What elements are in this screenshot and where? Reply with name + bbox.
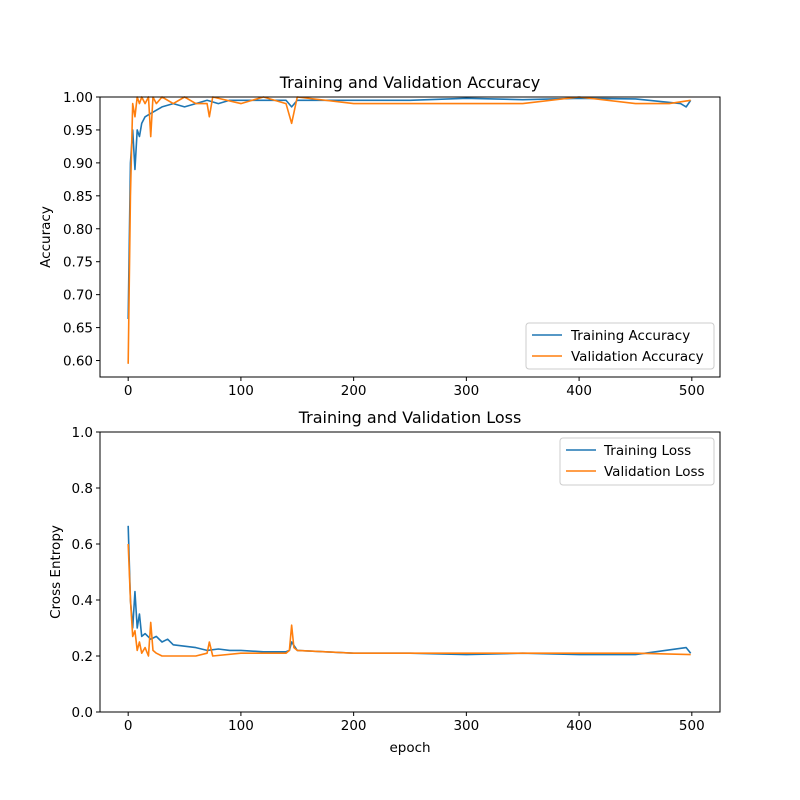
loss-x-tick-label: 100 [228, 718, 254, 734]
accuracy-y-tick-label: 0.85 [63, 189, 93, 205]
loss-subplot: Training and Validation Loss Cross Entro… [48, 408, 721, 756]
loss-series-group [127, 525, 692, 657]
loss-y-tick-label: 0.8 [72, 481, 93, 497]
accuracy-subplot: Training and Validation Accuracy Accurac… [38, 73, 721, 399]
legend-label-validation-loss: Validation Loss [604, 464, 705, 480]
accuracy-x-tick-label: 400 [566, 383, 592, 399]
accuracy-y-tick-label: 0.80 [63, 222, 93, 238]
loss-chart-title: Training and Validation Loss [298, 408, 522, 427]
accuracy-axes-frame [99, 96, 721, 378]
accuracy-x-tick-label: 500 [679, 383, 705, 399]
accuracy-y-tick-label: 0.70 [63, 288, 93, 304]
accuracy-series-group [127, 96, 692, 364]
legend-label-training-loss: Training Loss [603, 443, 691, 459]
accuracy-legend: Training Accuracy Validation Accuracy [525, 322, 715, 370]
accuracy-x-tick-label: 100 [228, 383, 254, 399]
loss-y-tick-label: 0.4 [72, 593, 93, 609]
accuracy-x-tick-label: 200 [341, 383, 367, 399]
accuracy-legend-box [525, 322, 715, 370]
loss-y-tick-label: 0.0 [72, 705, 93, 721]
accuracy-y-tick-label: 0.95 [63, 123, 93, 139]
loss-ticks-group: 0 100 200 300 400 500 0.0 0.2 0.4 0.6 0.8 1.0 [72, 425, 705, 734]
accuracy-y-tick-label: 0.65 [63, 321, 93, 337]
loss-x-tick-label: 0 [124, 718, 133, 734]
loss-x-tick-label: 400 [566, 718, 592, 734]
loss-axes-frame [99, 431, 721, 713]
accuracy-y-tick-label: 1.00 [63, 90, 93, 106]
loss-x-tick-label: 500 [679, 718, 705, 734]
series-line-training-accuracy [127, 97, 692, 320]
loss-y-tick-label: 1.0 [72, 425, 93, 441]
loss-x-tick-label: 200 [341, 718, 367, 734]
accuracy-y-tick-label: 0.60 [63, 354, 93, 370]
accuracy-y-tick-label: 0.90 [63, 156, 93, 172]
loss-x-tick-label: 300 [453, 718, 479, 734]
accuracy-y-axis-label: Accuracy [38, 206, 54, 268]
legend-label-training-accuracy: Training Accuracy [570, 328, 690, 344]
series-line-validation-loss [127, 543, 691, 657]
accuracy-ticks-group: 0 100 200 300 400 500 0.60 0.65 0.70 0.75 0.80 0.85… [63, 90, 705, 399]
legend-label-validation-accuracy: Validation Accuracy [571, 349, 704, 365]
series-line-training-loss [127, 525, 692, 656]
series-line-validation-accuracy [127, 96, 691, 364]
loss-legend-box [559, 437, 715, 486]
loss-y-tick-label: 0.6 [72, 537, 93, 553]
loss-legend: Training Loss Validation Loss [559, 437, 715, 486]
loss-x-axis-label: epoch [389, 740, 430, 756]
accuracy-x-tick-label: 0 [124, 383, 133, 399]
loss-y-axis-label: Cross Entropy [48, 525, 64, 619]
accuracy-chart-title: Training and Validation Accuracy [279, 73, 541, 92]
accuracy-y-tick-label: 0.75 [63, 255, 93, 271]
accuracy-x-tick-label: 300 [453, 383, 479, 399]
loss-y-tick-label: 0.2 [72, 649, 93, 665]
